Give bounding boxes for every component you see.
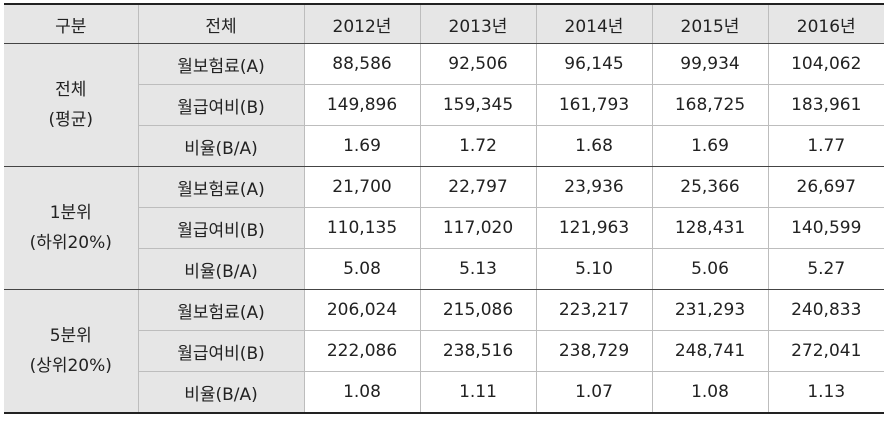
header-year-2013: 2013년	[419, 4, 536, 44]
table-cell: 5.08	[303, 248, 420, 290]
header-row: 구분 전체 2012년 2013년 2014년 2015년 2016년	[4, 4, 884, 44]
table-cell: 22,797	[419, 166, 536, 208]
row-label: 비율(B/A)	[137, 248, 304, 290]
table-cell: 5.27	[767, 248, 884, 290]
table-cell: 248,741	[651, 330, 768, 372]
row-label: 월급여비(B)	[137, 84, 304, 126]
table-cell: 88,586	[303, 43, 420, 85]
table-cell: 99,934	[651, 43, 768, 85]
table-cell: 238,516	[419, 330, 536, 372]
table-cell: 183,961	[767, 84, 884, 126]
table-cell: 1.77	[767, 125, 884, 167]
table-cell: 168,725	[651, 84, 768, 126]
group-label-bottom-quintile: 1분위 (하위20%)	[4, 166, 138, 290]
group-label-line2: (평균)	[48, 110, 94, 130]
table-cell: 215,086	[419, 289, 536, 331]
table-cell: 1.08	[303, 371, 420, 413]
group-label-line1: 전체	[55, 80, 87, 100]
table-cell: 121,963	[535, 207, 652, 249]
table-cell: 240,833	[767, 289, 884, 331]
row-label: 월급여비(B)	[137, 207, 304, 249]
table-cell: 96,145	[535, 43, 652, 85]
table-row: 전체 (평균) 월보험료(A) 88,586 92,506 96,145 99,…	[4, 43, 884, 167]
table-cell: 1.69	[651, 125, 768, 167]
table-cell: 23,936	[535, 166, 652, 208]
table-cell: 5.10	[535, 248, 652, 290]
header-year-2014: 2014년	[535, 4, 652, 44]
table-cell: 26,697	[767, 166, 884, 208]
group-label-total: 전체 (평균)	[4, 43, 138, 167]
group-label-line1: 1분위	[49, 203, 92, 223]
table-cell: 104,062	[767, 43, 884, 85]
header-year-2016: 2016년	[767, 4, 884, 44]
table-row: 1분위 (하위20%) 월보험료(A) 21,700 22,797 23,936…	[4, 166, 884, 290]
table-cell: 140,599	[767, 207, 884, 249]
table-cell: 25,366	[651, 166, 768, 208]
table-row: 월급여비(B) 149,896 159,345 161,793 168,725 …	[4, 84, 884, 126]
table-cell: 238,729	[535, 330, 652, 372]
table-cell: 110,135	[303, 207, 420, 249]
data-table: 구분 전체 2012년 2013년 2014년 2015년 2016년 전체 (…	[4, 3, 884, 414]
table-cell: 149,896	[303, 84, 420, 126]
table-cell: 5.06	[651, 248, 768, 290]
group-label-top-quintile: 5분위 (상위20%)	[4, 289, 138, 413]
table-cell: 128,431	[651, 207, 768, 249]
table-cell: 1.72	[419, 125, 536, 167]
table-cell: 223,217	[535, 289, 652, 331]
table-cell: 1.13	[767, 371, 884, 413]
header-year-2012: 2012년	[303, 4, 420, 44]
table-cell: 272,041	[767, 330, 884, 372]
row-label: 월보험료(A)	[137, 166, 304, 208]
table-row: 5분위 (상위20%) 월보험료(A) 206,024 215,086 223,…	[4, 289, 884, 413]
table-cell: 5.13	[419, 248, 536, 290]
table-cell: 1.07	[535, 371, 652, 413]
row-label: 비율(B/A)	[137, 125, 304, 167]
row-label: 월급여비(B)	[137, 330, 304, 372]
table-row: 비율(B/A) 5.08 5.13 5.10 5.06 5.27	[4, 248, 884, 290]
table-cell: 222,086	[303, 330, 420, 372]
table-row: 월급여비(B) 222,086 238,516 238,729 248,741 …	[4, 330, 884, 372]
table-row: 비율(B/A) 1.08 1.11 1.07 1.08 1.13	[4, 371, 884, 413]
table-cell: 92,506	[419, 43, 536, 85]
header-year-2015: 2015년	[651, 4, 768, 44]
row-label: 월보험료(A)	[137, 289, 304, 331]
table-cell: 21,700	[303, 166, 420, 208]
table-row: 월급여비(B) 110,135 117,020 121,963 128,431 …	[4, 207, 884, 249]
table-cell: 1.08	[651, 371, 768, 413]
group-label-line1: 5분위	[49, 326, 92, 346]
table-cell: 1.11	[419, 371, 536, 413]
table-cell: 159,345	[419, 84, 536, 126]
group-label-line2: (상위20%)	[29, 356, 112, 376]
data-table-container: 구분 전체 2012년 2013년 2014년 2015년 2016년 전체 (…	[4, 3, 884, 414]
group-label-line2: (하위20%)	[29, 233, 112, 253]
table-cell: 1.68	[535, 125, 652, 167]
row-label: 비율(B/A)	[137, 371, 304, 413]
table-cell: 117,020	[419, 207, 536, 249]
table-cell: 1.69	[303, 125, 420, 167]
header-item: 전체	[137, 4, 304, 44]
table-cell: 206,024	[303, 289, 420, 331]
row-label: 월보험료(A)	[137, 43, 304, 85]
table-cell: 231,293	[651, 289, 768, 331]
header-category: 구분	[4, 4, 138, 44]
table-cell: 161,793	[535, 84, 652, 126]
table-row: 비율(B/A) 1.69 1.72 1.68 1.69 1.77	[4, 125, 884, 167]
